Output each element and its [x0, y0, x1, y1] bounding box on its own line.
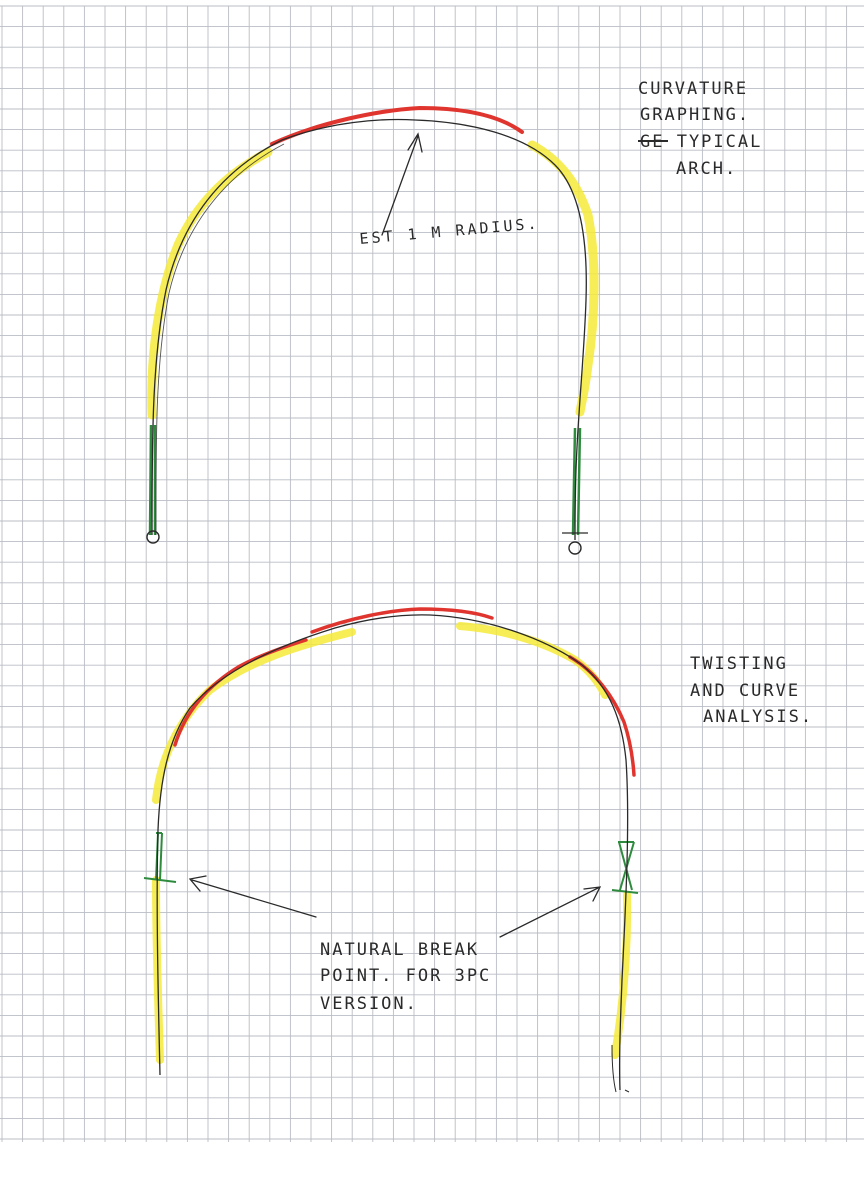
yellow-highlight-left-1: [147, 147, 273, 420]
arch-note-line-3: GE TYPICAL: [640, 132, 762, 152]
pivot-circle-left-1: [146, 530, 160, 544]
break-callout-line-3: VERSION.: [320, 994, 418, 1014]
twist-note-line-2: AND CURVE: [690, 681, 800, 701]
pivot-circle-right-1: [568, 541, 582, 555]
arch-note-line-4: ARCH.: [676, 159, 737, 179]
arch-line-2: [156, 614, 629, 1091]
yellow-highlight-lower-right-2: [611, 891, 632, 1059]
twist-note-line-3: ANALYSIS.: [703, 707, 813, 727]
red-highlight-crown-1: [270, 105, 524, 146]
arch-diagram-2: NATURAL BREAK POINT. FOR 3PC VERSION. TW…: [143, 607, 813, 1093]
green-base-right-1: [571, 427, 582, 536]
green-break-left-2: [143, 832, 177, 883]
arch-line-1-retrace: [155, 143, 285, 536]
break-arrow-left: [188, 875, 317, 918]
radius-callout: EST 1 M RADIUS.: [359, 214, 540, 248]
arch-line-2-retrace: [611, 1044, 630, 1093]
arch-note-line-2: GRAPHING.: [640, 105, 750, 125]
break-arrow-right: [499, 886, 602, 938]
green-base-left-1: [148, 424, 157, 536]
break-callout-line-2: POINT. FOR 3PC: [320, 966, 491, 986]
yellow-highlight-upper-right-2: [456, 622, 609, 699]
arch-note-line-1: CURVATURE: [638, 79, 748, 99]
arch-line-1: [151, 118, 587, 541]
radius-arrow: [381, 132, 423, 236]
twist-note-line-1: TWISTING: [690, 654, 788, 674]
arch-diagram-1: EST 1 M RADIUS. CURVATURE GRAPHING. GE T…: [146, 79, 762, 555]
red-highlight-right-2: [568, 655, 636, 777]
red-highlight-left-2: [173, 638, 308, 747]
graph-paper-grid: [0, 5, 864, 1142]
green-break-right-2: [611, 841, 639, 894]
red-highlight-crown-2: [310, 607, 494, 634]
break-callout-line-1: NATURAL BREAK: [320, 940, 479, 960]
yellow-highlight-right-1: [527, 140, 599, 417]
